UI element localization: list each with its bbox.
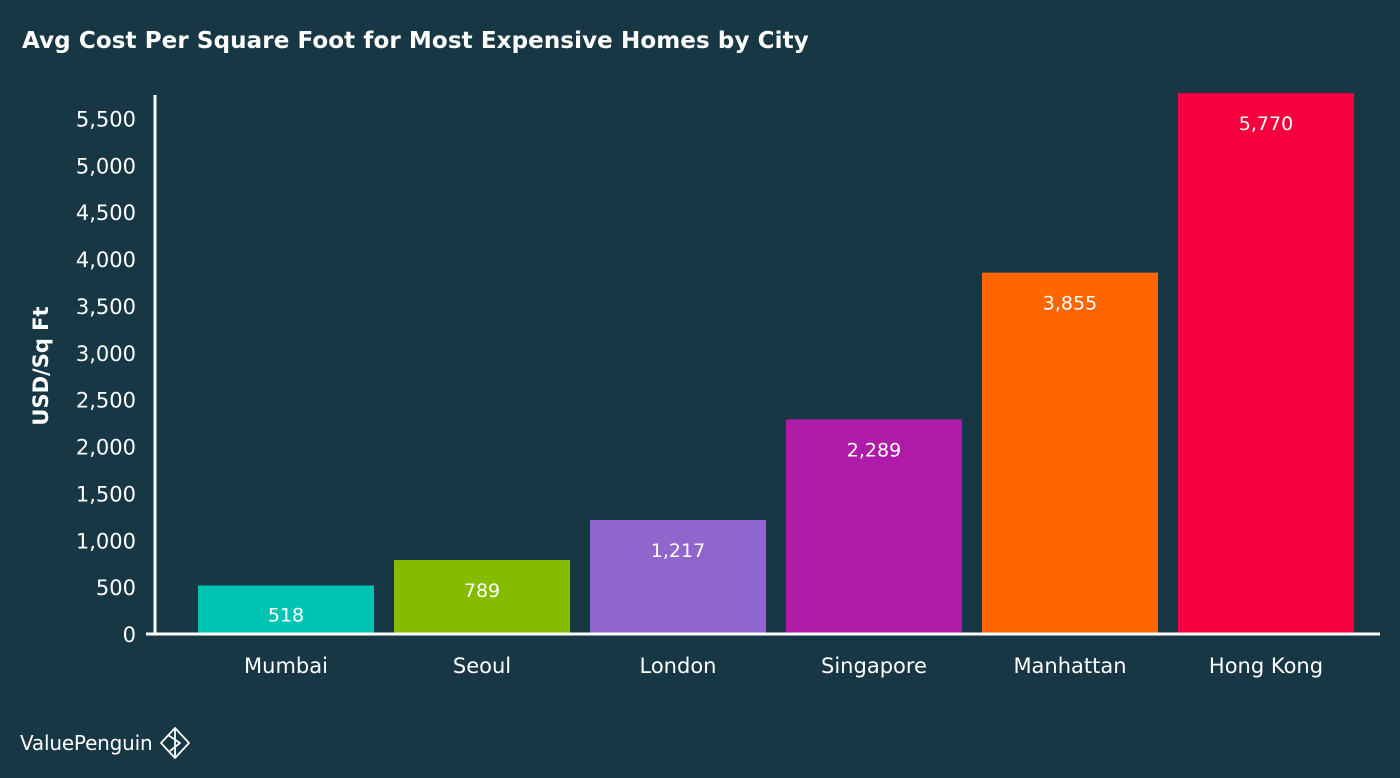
bar-hong-kong: [1178, 93, 1354, 634]
bar-singapore: [786, 419, 962, 634]
bar-value-label: 2,289: [847, 439, 901, 461]
y-tick-label: 4,000: [76, 248, 136, 272]
chart-title: Avg Cost Per Square Foot for Most Expens…: [22, 28, 809, 54]
bar-manhattan: [982, 272, 1158, 634]
y-tick-label: 4,500: [76, 201, 136, 225]
y-tick-label: 5,500: [76, 107, 136, 131]
bar-value-label: 1,217: [651, 540, 705, 562]
bar-mumbai: [198, 585, 374, 634]
bar-seoul: [394, 560, 570, 634]
x-ticks-group: Mumbai Seoul London Singapore Manhattan Hong …: [244, 654, 1323, 678]
y-axis-title: USD/Sq Ft: [29, 306, 53, 425]
y-tick-label: 3,500: [76, 295, 136, 319]
x-tick-label: Hong Kong: [1209, 654, 1323, 678]
bar-value-label: 3,855: [1043, 293, 1097, 315]
y-tick-label: 5,000: [76, 154, 136, 178]
bar-value-label: 518: [268, 604, 304, 626]
bar-london: [590, 519, 766, 634]
valuepenguin-logo-icon: [160, 727, 191, 759]
y-tick-label: 1,500: [76, 482, 136, 506]
y-tick-label: 500: [96, 576, 136, 600]
y-ticks-group: 0 500 1,000 1,500 2,000 2,500 3,000 3,500 4,000 4…: [76, 107, 136, 647]
y-tick-label: 3,000: [76, 342, 136, 366]
bar-value-label: 5,770: [1239, 113, 1293, 135]
brand-name: ValuePenguin: [20, 731, 153, 755]
value-labels-group: 518 789 1,217 2,289 3,855 5,770: [268, 113, 1293, 626]
y-tick-label: 0: [123, 623, 136, 647]
y-tick-label: 2,000: [76, 436, 136, 460]
bars-group: [198, 93, 1354, 634]
brand-logo: ValuePenguin: [20, 726, 192, 760]
x-tick-label: Singapore: [821, 654, 927, 678]
bar-value-label: 789: [464, 580, 500, 602]
x-tick-label: London: [640, 654, 717, 678]
x-tick-label: Manhattan: [1013, 654, 1126, 678]
y-tick-label: 2,500: [76, 389, 136, 413]
x-tick-label: Mumbai: [244, 654, 328, 678]
y-tick-label: 1,000: [76, 529, 136, 553]
y-axis-title-group: USD/Sq Ft: [29, 306, 53, 425]
x-tick-label: Seoul: [453, 654, 511, 678]
